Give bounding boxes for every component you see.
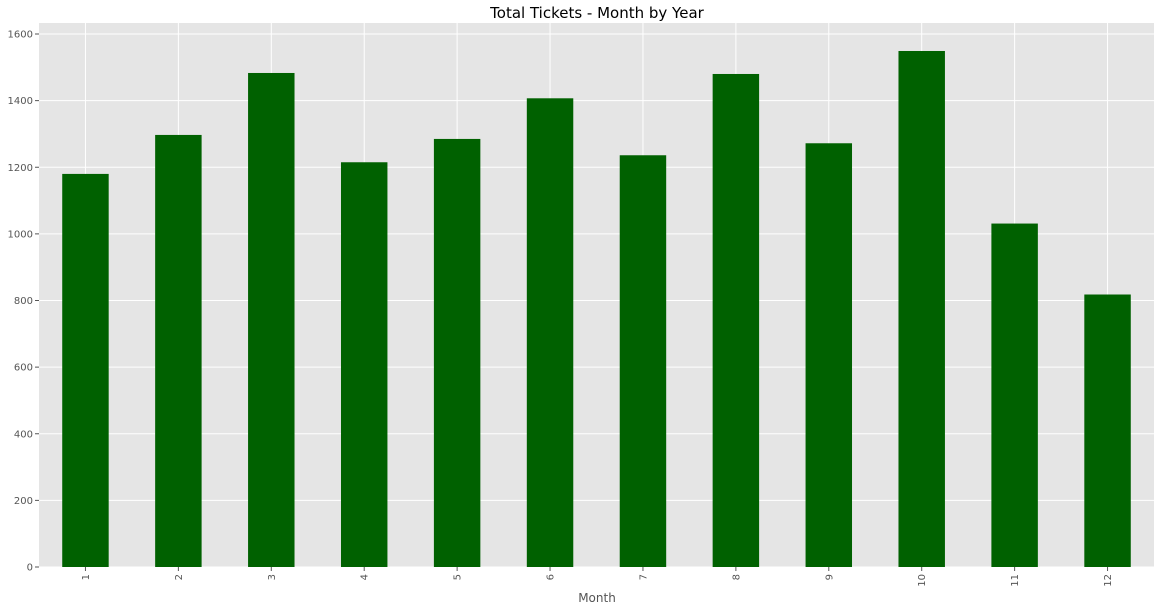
y-tick-label: 1200 — [8, 163, 33, 174]
bar-month-4 — [340, 162, 388, 568]
x-axis-ticks: 1 2 3 4 5 6 7 8 9 10 11 12 — [81, 567, 1114, 587]
bar-month-9 — [805, 143, 853, 567]
bars-group — [62, 50, 1131, 568]
bar-month-6 — [526, 98, 574, 567]
chart-title: Total Tickets - Month by Year — [489, 4, 704, 22]
x-tick-label: 5 — [453, 574, 464, 580]
y-tick-label: 400 — [14, 429, 33, 440]
y-axis-ticks: 0 200 400 600 800 1000 1200 1400 1600 — [8, 30, 39, 574]
y-tick-label: 800 — [14, 296, 33, 307]
plot-area — [39, 23, 1154, 567]
y-tick-label: 1600 — [8, 30, 33, 41]
x-axis-label: Month — [578, 591, 616, 605]
bar-month-12 — [1084, 294, 1131, 567]
y-tick-label: 600 — [14, 363, 33, 374]
x-tick-label: 4 — [360, 574, 371, 580]
x-tick-label: 6 — [546, 574, 557, 580]
bar-month-3 — [248, 72, 295, 568]
bar-month-8 — [712, 73, 760, 567]
x-tick-label: 10 — [917, 574, 928, 587]
x-tick-label: 7 — [638, 574, 649, 580]
bar-month-11 — [991, 223, 1038, 567]
bar-month-5 — [433, 138, 481, 567]
y-tick-label: 200 — [14, 496, 33, 507]
x-tick-label: 2 — [174, 574, 185, 580]
x-tick-label: 8 — [731, 574, 742, 580]
y-tick-label: 1400 — [8, 96, 33, 107]
y-tick-label: 0 — [27, 563, 33, 574]
y-tick-label: 1000 — [8, 229, 33, 240]
bar-month-1 — [62, 173, 109, 567]
bar-month-10 — [898, 50, 945, 567]
bar-month-2 — [155, 134, 202, 567]
x-tick-label: 11 — [1010, 574, 1021, 587]
x-tick-label: 12 — [1103, 574, 1114, 587]
x-tick-label: 3 — [267, 574, 278, 580]
x-tick-label: 1 — [81, 574, 92, 580]
x-tick-label: 9 — [824, 574, 835, 580]
bar-month-7 — [619, 155, 667, 567]
